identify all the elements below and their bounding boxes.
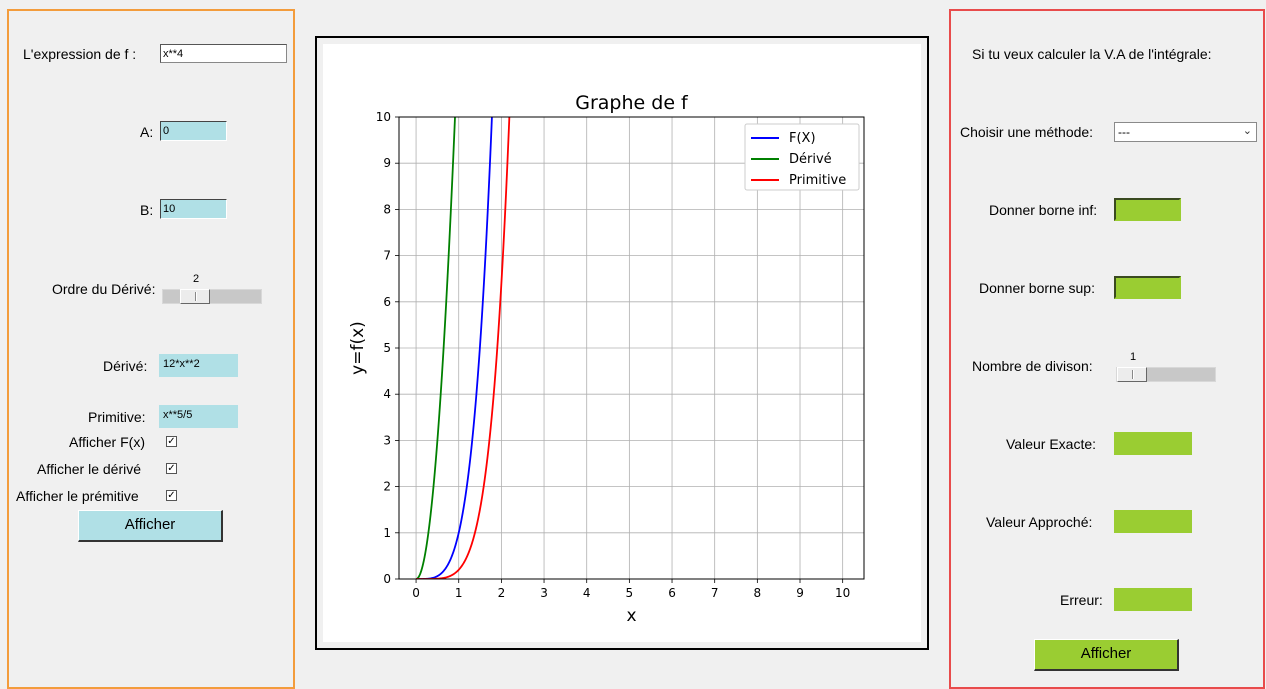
x-tick-label: 3 <box>540 586 548 600</box>
divisions-slider[interactable] <box>1116 367 1216 382</box>
y-tick-label: 7 <box>383 249 391 263</box>
expression-input[interactable] <box>160 44 287 63</box>
x-tick-label: 9 <box>796 586 804 600</box>
y-tick-label: 2 <box>383 480 391 494</box>
x-tick-label: 2 <box>498 586 506 600</box>
sup-input[interactable] <box>1114 276 1181 299</box>
x-axis-label: x <box>626 606 636 626</box>
show-derive-label: Afficher le dérivé <box>37 461 142 477</box>
function-chart: 0 1 2 3 4 5 6 7 8 9 10 0 1 2 3 4 5 6 7 8 9 10 Graphe de f x y=f(… <box>348 92 865 626</box>
inf-input[interactable] <box>1114 198 1181 221</box>
y-tick-label: 10 <box>376 110 391 124</box>
y-tick-label: 1 <box>383 526 391 540</box>
x-tick-label: 1 <box>455 586 463 600</box>
chevron-down-icon: ⌄ <box>1242 125 1252 137</box>
x-tick-label: 4 <box>583 586 591 600</box>
derive-label: Dérivé: <box>103 358 148 374</box>
afficher-integral-button[interactable]: Afficher <box>1034 639 1179 671</box>
y-tick-label: 8 <box>383 202 391 216</box>
check-icon: ✓ <box>167 490 176 501</box>
a-label: A: <box>140 124 154 140</box>
y-tick-label: 4 <box>383 387 391 401</box>
check-icon: ✓ <box>167 436 176 447</box>
graph-canvas: 0 1 2 3 4 5 6 7 8 9 10 0 1 2 3 4 5 6 7 8 9 10 Graphe de f x y=f(… <box>323 44 921 642</box>
sup-label: Donner borne sup: <box>979 280 1095 296</box>
derive-order-value: 2 <box>193 273 200 285</box>
x-tick-label: 8 <box>754 586 762 600</box>
method-select-value: --- <box>1118 125 1130 139</box>
legend-box <box>744 123 860 191</box>
divisions-slider-handle[interactable] <box>1117 367 1147 382</box>
a-input[interactable] <box>160 121 227 141</box>
y-tick-label: 9 <box>383 156 391 170</box>
series-line-1 <box>416 117 456 579</box>
y-tick-label: 6 <box>383 295 391 309</box>
error-label: Erreur: <box>1060 592 1103 608</box>
x-tick-label: 7 <box>711 586 719 600</box>
y-tick-label: 3 <box>383 433 391 447</box>
inf-label: Donner borne inf: <box>989 202 1098 218</box>
chart-title: Graphe de f <box>575 92 689 114</box>
derive-order-label: Ordre du Dérivé: <box>52 281 156 297</box>
x-tick-label: 5 <box>626 586 634 600</box>
y-tick-label: 0 <box>383 572 391 586</box>
y-tick-label: 5 <box>383 341 391 355</box>
method-label: Choisir une méthode: <box>960 124 1094 140</box>
divisions-value: 1 <box>1130 351 1137 363</box>
derive-order-slider-handle[interactable] <box>180 289 210 304</box>
x-tick-label: 0 <box>412 586 420 600</box>
exact-label: Valeur Exacte: <box>1006 436 1097 452</box>
approx-label: Valeur Approché: <box>986 514 1093 530</box>
b-label: B: <box>140 202 154 218</box>
show-derive-checkbox[interactable]: ✓ <box>166 463 177 474</box>
expression-label: L'expression de f : <box>23 46 137 62</box>
legend-label-2: Primitive <box>789 173 846 188</box>
graph-frame: 0 1 2 3 4 5 6 7 8 9 10 0 1 2 3 4 5 6 7 8 9 10 Graphe de f x y=f(… <box>315 36 929 650</box>
show-fx-checkbox[interactable]: ✓ <box>166 436 177 447</box>
b-input[interactable] <box>160 199 227 219</box>
approx-value <box>1114 510 1192 533</box>
primitive-value: x**5/5 <box>159 405 238 428</box>
derive-value: 12*x**2 <box>159 354 238 377</box>
check-icon: ✓ <box>167 463 176 474</box>
legend-label-1: Dérivé <box>789 152 832 167</box>
afficher-graph-button[interactable]: Afficher <box>78 510 223 542</box>
x-tick-label: 10 <box>835 586 850 600</box>
show-primitive-label: Afficher le prémitive <box>16 488 139 504</box>
divisions-label: Nombre de divison: <box>972 358 1093 374</box>
method-select[interactable]: --- ⌄ <box>1114 122 1257 142</box>
derive-order-slider[interactable] <box>162 289 262 304</box>
y-axis-label: y=f(x) <box>348 321 368 375</box>
exact-value <box>1114 432 1192 455</box>
error-value <box>1114 588 1192 611</box>
legend-label-0: F(X) <box>789 131 816 146</box>
show-primitive-checkbox[interactable]: ✓ <box>166 490 177 501</box>
right-panel <box>949 9 1265 689</box>
intro-label: Si tu veux calculer la V.A de l'intégral… <box>972 46 1212 62</box>
x-tick-label: 6 <box>668 586 676 600</box>
left-panel <box>7 9 295 689</box>
primitive-label: Primitive: <box>88 409 146 425</box>
show-fx-label: Afficher F(x) <box>69 434 145 450</box>
